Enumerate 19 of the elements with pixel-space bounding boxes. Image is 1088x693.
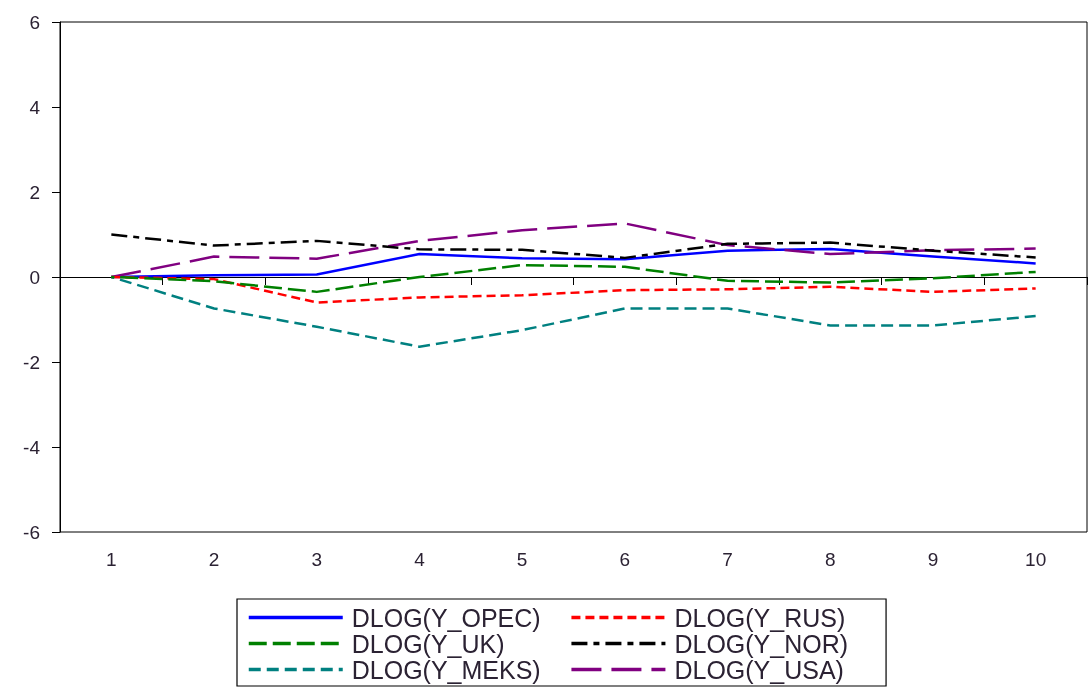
y-tick-label: -6: [23, 521, 40, 543]
y-tick-label: 2: [29, 181, 40, 203]
x-tick-label: 1: [106, 549, 117, 570]
x-tick-label: 2: [208, 549, 220, 570]
x-tick-label: 9: [927, 549, 939, 570]
legend-label: DLOG(Y_RUS): [674, 603, 846, 632]
legend-label: DLOG(Y_OPEC): [351, 603, 541, 632]
x-tick-label: 6: [619, 549, 631, 570]
y-tick-label: 0: [29, 266, 40, 288]
y-tick-label: 4: [29, 96, 41, 118]
x-tick-label: 7: [722, 549, 733, 570]
y-tick-label: -2: [23, 351, 40, 373]
x-tick-label: 8: [824, 549, 836, 570]
x-tick-label: 10: [1025, 549, 1047, 570]
x-tick-label: 5: [516, 549, 528, 570]
x-tick-label: 4: [414, 549, 426, 570]
y-tick-label: 6: [29, 11, 40, 33]
y-tick-label: -4: [23, 436, 41, 458]
x-tick-label: 3: [311, 549, 323, 570]
